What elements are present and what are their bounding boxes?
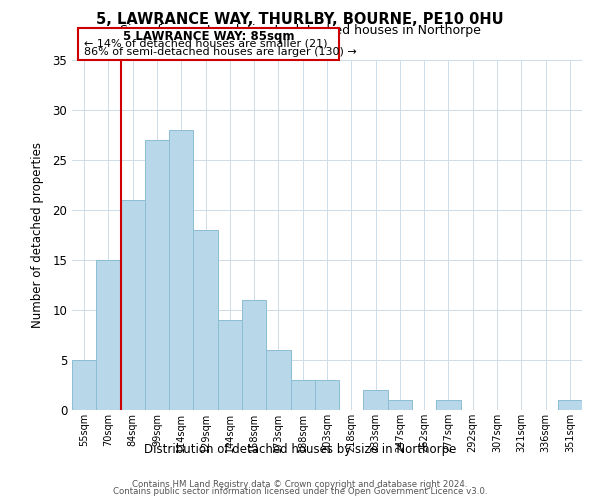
- Text: Contains HM Land Registry data © Crown copyright and database right 2024.: Contains HM Land Registry data © Crown c…: [132, 480, 468, 489]
- Text: ← 14% of detached houses are smaller (21): ← 14% of detached houses are smaller (21…: [84, 38, 328, 48]
- Text: 5 LAWRANCE WAY: 85sqm: 5 LAWRANCE WAY: 85sqm: [123, 30, 295, 43]
- Y-axis label: Number of detached properties: Number of detached properties: [31, 142, 44, 328]
- Bar: [193, 230, 218, 410]
- Text: Size of property relative to detached houses in Northorpe: Size of property relative to detached ho…: [119, 24, 481, 37]
- Bar: [218, 320, 242, 410]
- Text: Distribution of detached houses by size in Northorpe: Distribution of detached houses by size …: [144, 442, 456, 456]
- Bar: [266, 350, 290, 410]
- Bar: [388, 400, 412, 410]
- Bar: [290, 380, 315, 410]
- Bar: [364, 390, 388, 410]
- Bar: [558, 400, 582, 410]
- Bar: [315, 380, 339, 410]
- Bar: [96, 260, 121, 410]
- Bar: [145, 140, 169, 410]
- Text: Contains public sector information licensed under the Open Government Licence v3: Contains public sector information licen…: [113, 487, 487, 496]
- Text: 5, LAWRANCE WAY, THURLBY, BOURNE, PE10 0HU: 5, LAWRANCE WAY, THURLBY, BOURNE, PE10 0…: [96, 12, 504, 26]
- Bar: [169, 130, 193, 410]
- Bar: [436, 400, 461, 410]
- Bar: [121, 200, 145, 410]
- Bar: [242, 300, 266, 410]
- Bar: [72, 360, 96, 410]
- Text: 86% of semi-detached houses are larger (130) →: 86% of semi-detached houses are larger (…: [84, 46, 357, 56]
